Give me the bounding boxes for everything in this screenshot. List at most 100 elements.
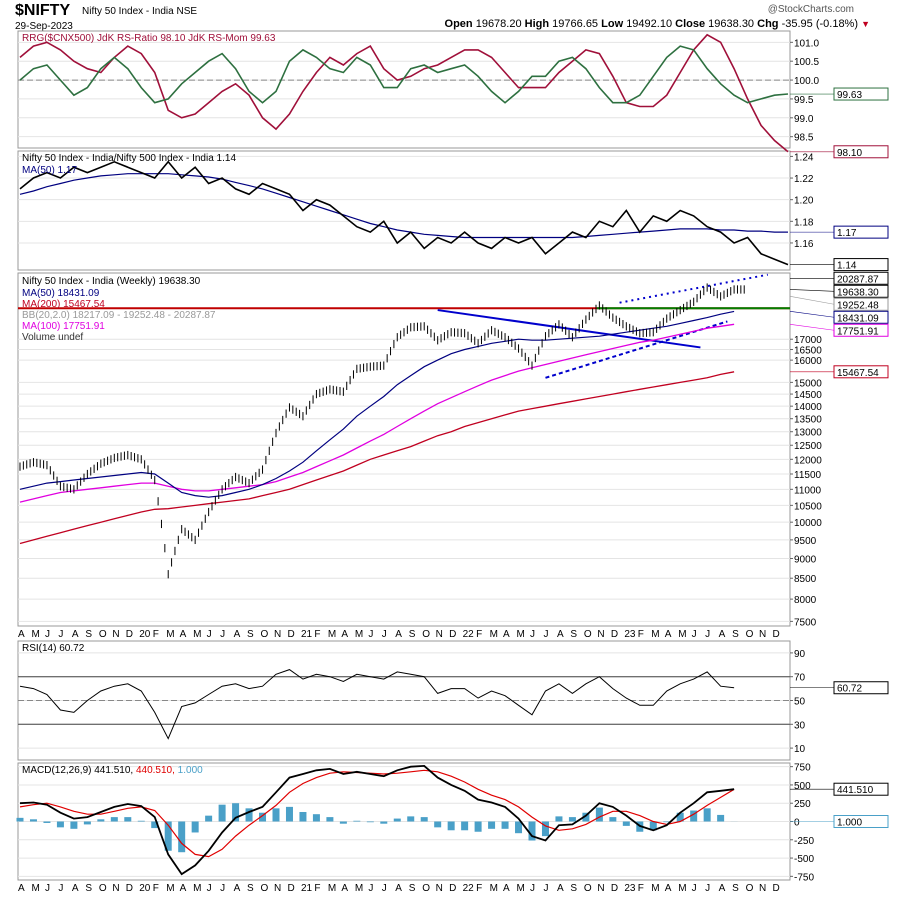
y-tick-label: 12500	[794, 441, 822, 452]
rs-mom-line	[19, 45, 789, 104]
x-tick-label: N	[274, 629, 281, 640]
brand: @StockCharts.com	[767, 4, 854, 15]
last-value-box	[833, 365, 889, 379]
last-value-label: 99.63	[837, 90, 862, 101]
x-tick-label: O	[746, 629, 754, 640]
x-tick-label: J	[692, 629, 697, 640]
x-tick-label: J	[45, 629, 50, 640]
x-tick-label: 20	[139, 883, 151, 894]
x-tick-label: A	[719, 883, 726, 894]
y-tick-label: 30	[794, 720, 806, 731]
x-tick-label: J	[45, 883, 50, 894]
x-tick-label: N	[597, 629, 604, 640]
y-tick-label: 14000	[794, 402, 822, 413]
x-tick-label: J	[382, 883, 387, 894]
y-tick-label: 1.24	[794, 152, 814, 163]
macd-histogram-bar	[595, 807, 603, 822]
x-tick-label: S	[732, 883, 739, 894]
x-tick-label: F	[638, 629, 644, 640]
macd-histogram-bar	[393, 818, 401, 822]
high-value: 19766.65	[552, 18, 599, 30]
x-tick-label: 21	[301, 883, 313, 894]
y-tick-label: 12000	[794, 455, 822, 466]
ratio-line	[19, 160, 789, 266]
macd-histogram-bar	[205, 815, 213, 822]
x-tick-label: J	[220, 883, 225, 894]
y-tick-label: 16000	[794, 356, 822, 367]
x-tick-label: D	[773, 883, 780, 894]
y-tick-label: 100.5	[794, 57, 819, 68]
x-tick-label: M	[678, 629, 686, 640]
x-tick-label: 22	[463, 883, 475, 894]
y-tick-label: 0	[794, 818, 800, 829]
y-tick-label: 750	[794, 763, 811, 774]
x-tick-label: J	[705, 883, 710, 894]
last-value-label: 1.000	[837, 818, 862, 829]
y-tick-label: 8000	[794, 595, 817, 606]
x-tick-label: O	[99, 629, 107, 640]
macd-histogram-bar	[474, 821, 482, 832]
x-tick-label: M	[328, 629, 336, 640]
macd-histogram-bar	[191, 821, 199, 833]
x-tick-label: 22	[463, 629, 475, 640]
y-tick-label: 17000	[794, 335, 822, 346]
open-value: 19678.20	[475, 18, 522, 30]
last-value-box	[833, 681, 889, 695]
x-tick-label: O	[99, 883, 107, 894]
x-tick-label: N	[597, 883, 604, 894]
x-tick-label: J	[368, 883, 373, 894]
rsi-line	[19, 669, 735, 740]
x-tick-label: A	[341, 629, 348, 640]
down-arrow-icon: ▼	[861, 19, 870, 29]
x-tick-label: A	[234, 629, 241, 640]
macd-histogram-bar	[717, 814, 725, 822]
x-tick-label: J	[382, 629, 387, 640]
y-tick-label: 9500	[794, 536, 817, 547]
macd-legend-value: 441.510,	[94, 765, 133, 776]
macd-histogram-bar	[259, 812, 267, 822]
last-value-box	[833, 258, 889, 272]
up-trendline	[545, 320, 728, 379]
chg-label: Chg	[757, 18, 779, 30]
x-tick-label: M	[193, 629, 201, 640]
x-tick-label: O	[584, 629, 592, 640]
x-tick-label: J	[58, 629, 63, 640]
y-tick-label: -250	[794, 836, 814, 847]
x-tick-label: M	[490, 883, 498, 894]
x-tick-label: M	[355, 883, 363, 894]
y-tick-label: 100.0	[794, 76, 819, 87]
x-tick-label: O	[261, 883, 269, 894]
y-tick-label: 101.0	[794, 38, 819, 49]
x-tick-label: D	[773, 629, 780, 640]
x-tick-label: M	[31, 629, 39, 640]
ma100-line	[19, 323, 735, 503]
x-tick-label: D	[126, 883, 133, 894]
macd-histogram-bar	[56, 821, 64, 828]
macd-histogram-bar	[16, 817, 24, 822]
x-tick-label: F	[314, 629, 320, 640]
macd-histogram-bar	[528, 821, 536, 841]
macd-histogram-bar	[43, 821, 51, 823]
last-value-label: 1.14	[837, 261, 857, 272]
x-tick-label: M	[517, 883, 525, 894]
x-tick-label: N	[759, 629, 766, 640]
x-tick-label: A	[180, 883, 187, 894]
macd-histogram-bar	[178, 821, 186, 853]
ohlc-readout: Open 19678.20 High 19766.65 Low 19492.10…	[445, 18, 870, 30]
last-value-label: 19252.48	[837, 300, 879, 311]
x-tick-label: J	[543, 883, 548, 894]
macd-histogram-bar	[97, 819, 105, 822]
x-tick-label: A	[341, 883, 348, 894]
last-value-box	[833, 87, 889, 101]
x-tick-label: A	[18, 883, 25, 894]
y-tick-label: 1.20	[794, 196, 814, 207]
x-tick-label: M	[355, 629, 363, 640]
x-tick-label: O	[422, 629, 430, 640]
x-tick-label: A	[557, 629, 564, 640]
last-value-label: 19638.30	[837, 287, 879, 298]
x-tick-label: J	[368, 629, 373, 640]
macd-histogram-bar	[609, 817, 617, 822]
last-value-label: 98.10	[837, 148, 862, 159]
panel-frame-ratio	[17, 150, 791, 271]
